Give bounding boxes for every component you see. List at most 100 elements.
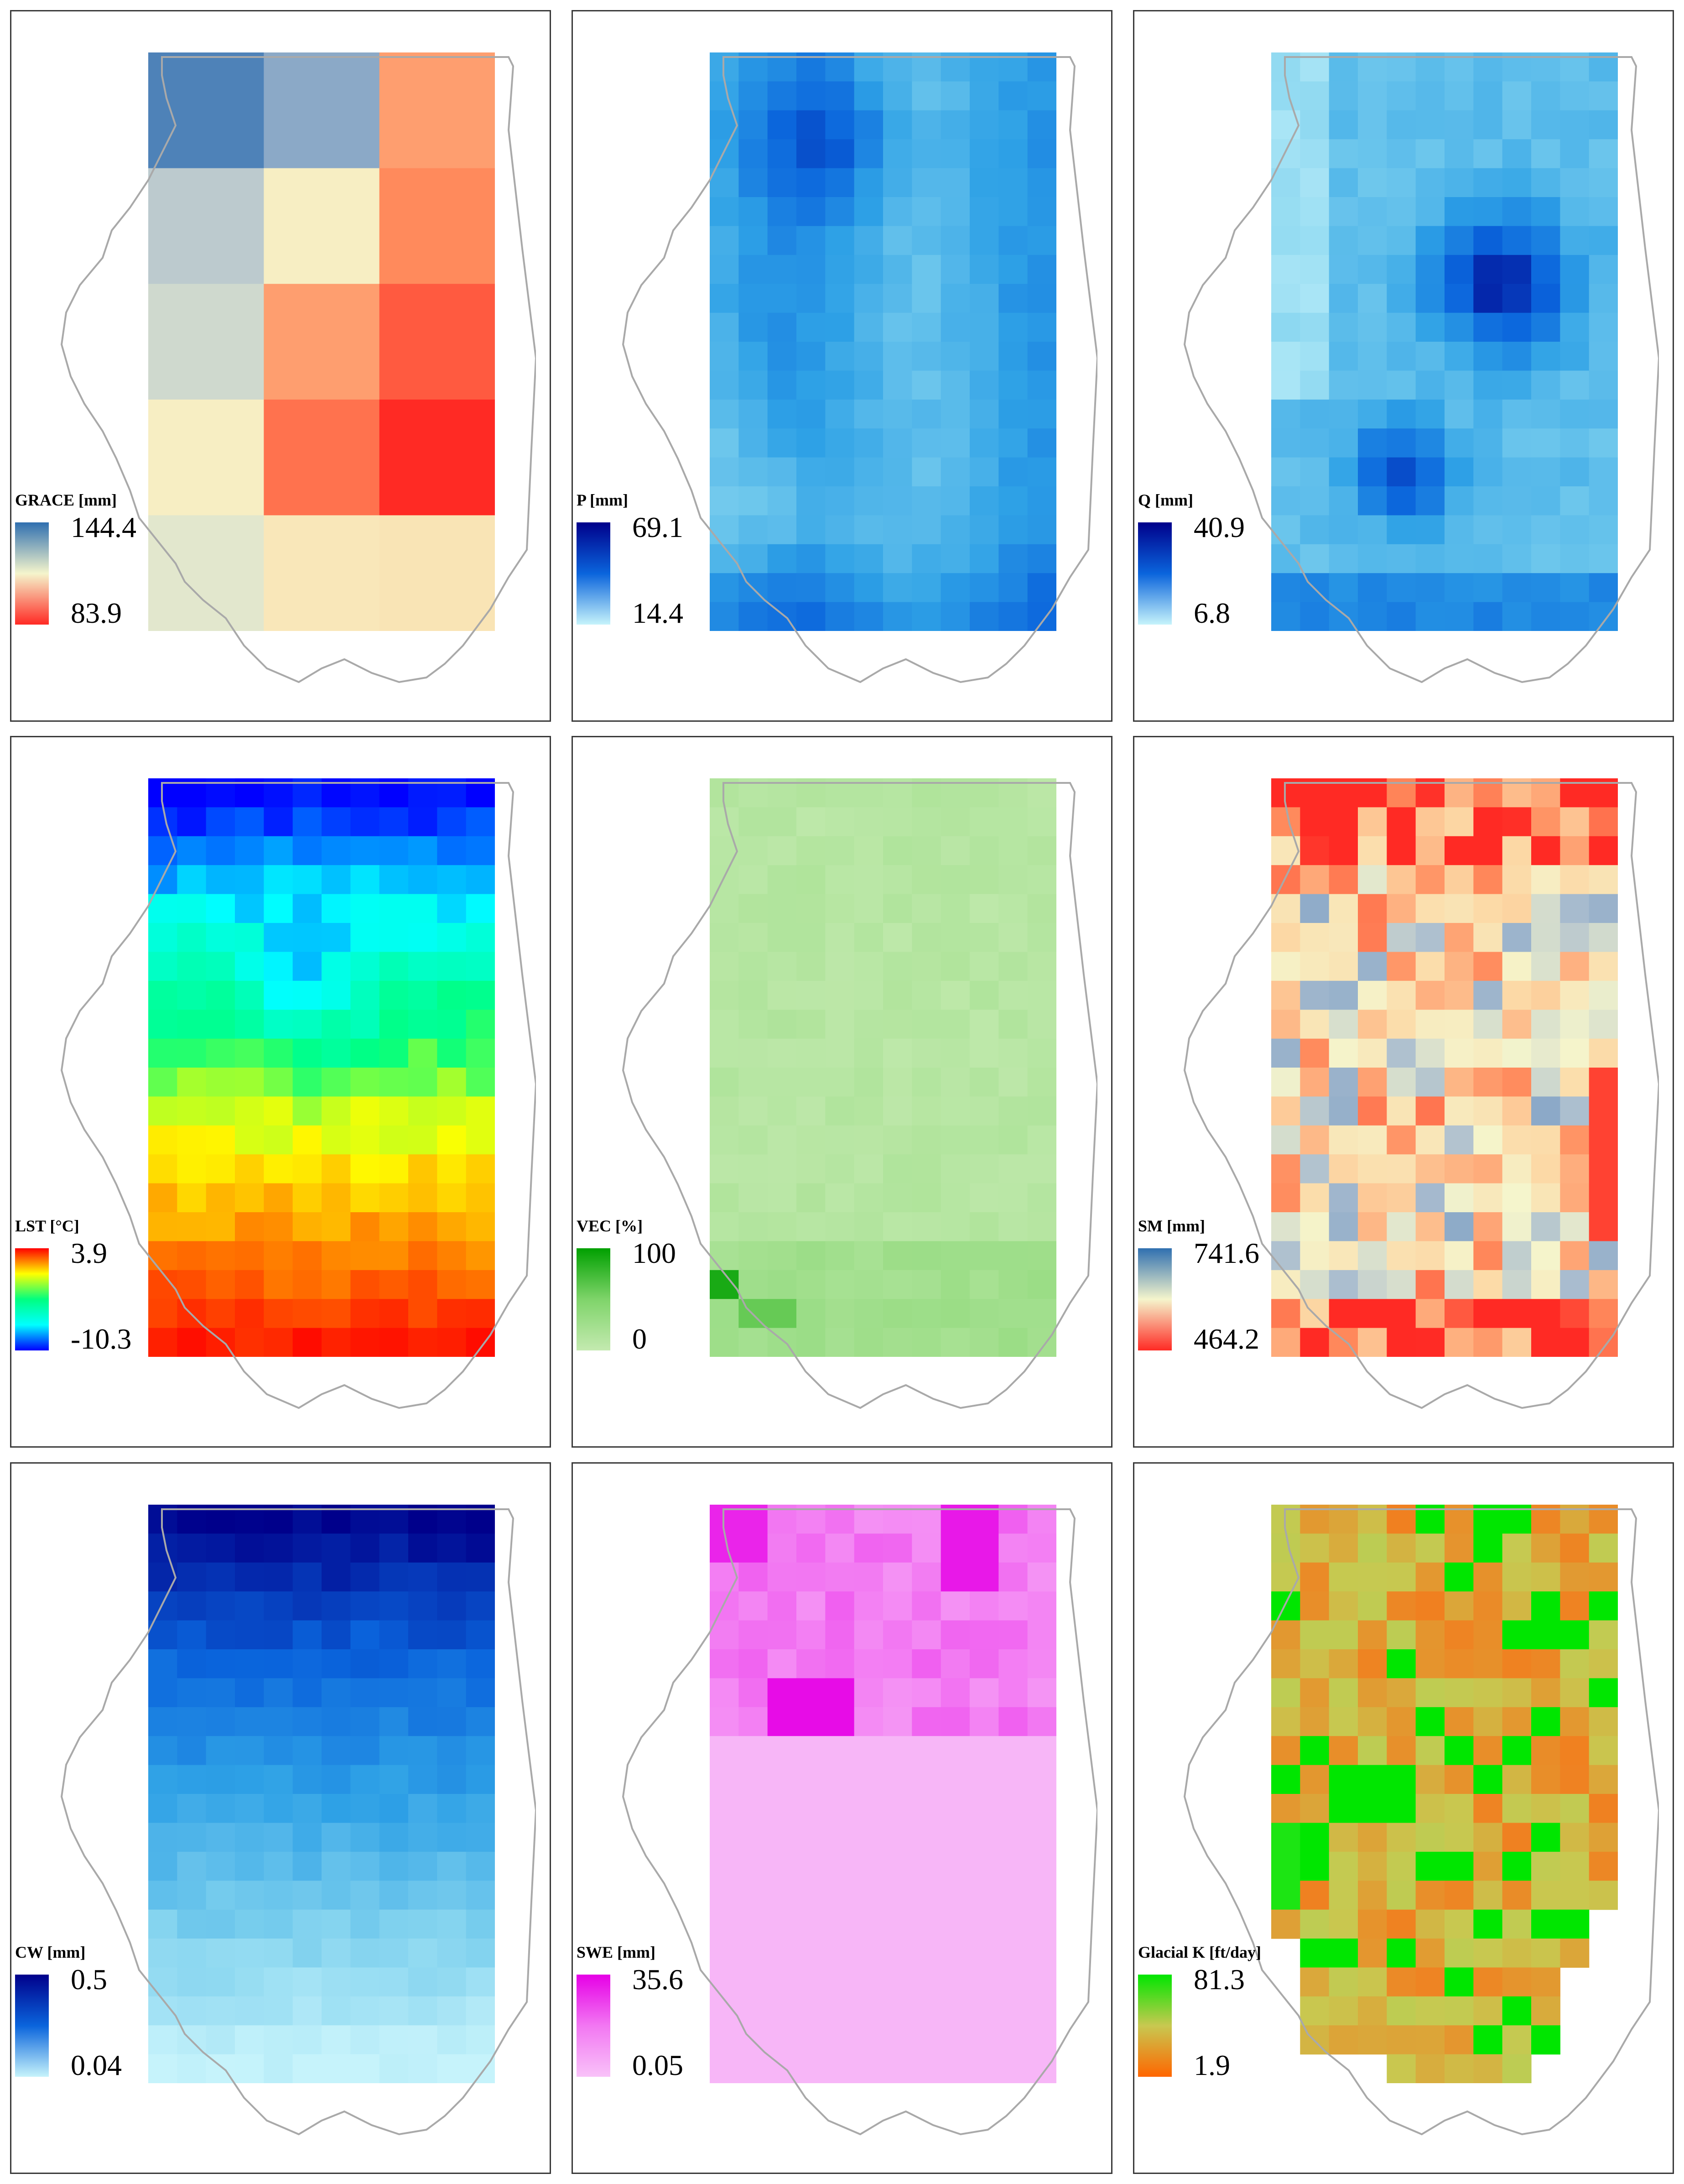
raster-cell bbox=[1271, 370, 1300, 400]
raster-cell bbox=[912, 1212, 941, 1241]
raster-cell bbox=[1300, 544, 1330, 573]
raster-cell bbox=[1589, 1765, 1618, 1794]
raster-cell bbox=[941, 1736, 970, 1766]
raster-cell bbox=[206, 1881, 235, 1910]
raster-cell bbox=[998, 1270, 1028, 1299]
raster-cell bbox=[1560, 226, 1590, 255]
raster-cell bbox=[1445, 1851, 1474, 1881]
raster-cell bbox=[825, 778, 855, 808]
raster-cell bbox=[322, 1881, 351, 1910]
raster-cell bbox=[767, 807, 797, 837]
raster-cell bbox=[825, 1562, 855, 1592]
raster-cell bbox=[883, 1533, 912, 1563]
raster-cell bbox=[350, 1620, 380, 1650]
raster-cell bbox=[883, 399, 912, 429]
raster-cell bbox=[767, 1505, 797, 1534]
raster-cell bbox=[379, 515, 495, 631]
raster-cell bbox=[264, 1649, 293, 1678]
raster-cell bbox=[912, 1881, 941, 1910]
raster-cell bbox=[738, 1505, 768, 1534]
raster-cell bbox=[854, 1299, 884, 1329]
raster-cell bbox=[825, 980, 855, 1010]
raster-cell bbox=[379, 1678, 409, 1708]
raster-cell bbox=[796, 1533, 826, 1563]
raster-cell bbox=[1300, 1736, 1330, 1766]
raster-cell bbox=[1358, 1125, 1387, 1155]
raster-cell bbox=[350, 1212, 380, 1241]
raster-cell bbox=[1415, 1996, 1445, 2026]
raster-cell bbox=[148, 1996, 177, 2026]
raster-cell bbox=[1358, 1270, 1387, 1299]
raster-cell bbox=[350, 1533, 380, 1563]
raster-cell bbox=[825, 1649, 855, 1678]
raster-cell bbox=[1502, 168, 1532, 198]
raster-cell bbox=[264, 2054, 293, 2083]
raster-cell bbox=[1387, 1183, 1416, 1213]
raster-cell bbox=[1502, 544, 1532, 573]
raster-cell bbox=[767, 1851, 797, 1881]
raster-cell bbox=[970, 2054, 999, 2083]
raster-cell bbox=[322, 2025, 351, 2055]
raster-cell bbox=[710, 1851, 739, 1881]
raster-cell bbox=[1387, 1881, 1416, 1910]
raster-cell bbox=[912, 1270, 941, 1299]
raster-cell bbox=[1473, 1794, 1503, 1823]
raster-cell bbox=[1300, 865, 1330, 895]
raster-cell bbox=[912, 168, 941, 198]
raster-cell bbox=[322, 2054, 351, 2083]
raster-cell bbox=[998, 370, 1028, 400]
raster-cell bbox=[206, 1010, 235, 1039]
raster-cell bbox=[1589, 197, 1618, 226]
raster-cell bbox=[1445, 226, 1474, 255]
raster-cell bbox=[350, 1967, 380, 1997]
raster-cell bbox=[825, 1678, 855, 1708]
raster-cell bbox=[912, 52, 941, 82]
raster-cell bbox=[1589, 284, 1618, 313]
raster-cell bbox=[1271, 457, 1300, 487]
raster-cell bbox=[738, 110, 768, 140]
raster-cell bbox=[1358, 342, 1387, 371]
raster-cell bbox=[1473, 515, 1503, 545]
raster-cell bbox=[796, 284, 826, 313]
raster-cell bbox=[1387, 81, 1416, 111]
raster-cell bbox=[1560, 1649, 1590, 1678]
raster-cell bbox=[796, 778, 826, 808]
raster-cell bbox=[941, 1010, 970, 1039]
legend-colorbar bbox=[577, 1975, 610, 2077]
raster-cell bbox=[206, 1591, 235, 1621]
raster-cell bbox=[1445, 428, 1474, 458]
raster-cell bbox=[1502, 1010, 1532, 1039]
raster-cell bbox=[854, 980, 884, 1010]
raster-cell bbox=[767, 836, 797, 865]
raster-cell bbox=[998, 865, 1028, 895]
raster-cell bbox=[264, 399, 380, 516]
raster-cell bbox=[1560, 370, 1590, 400]
raster-cell bbox=[1358, 168, 1387, 198]
raster-cell bbox=[350, 1881, 380, 1910]
raster-cell bbox=[1531, 2025, 1560, 2055]
raster-cell bbox=[1560, 1299, 1590, 1329]
raster-cell bbox=[1473, 52, 1503, 82]
raster-cell bbox=[941, 1038, 970, 1068]
raster-cell bbox=[825, 1010, 855, 1039]
raster-cell bbox=[1415, 515, 1445, 545]
raster-cell bbox=[1271, 515, 1300, 545]
raster-cell bbox=[883, 1591, 912, 1621]
raster-cell bbox=[379, 778, 409, 808]
raster-cell bbox=[1502, 865, 1532, 895]
raster-cell bbox=[1358, 1967, 1387, 1997]
raster-cell bbox=[235, 923, 264, 952]
raster-cell bbox=[1531, 1939, 1560, 1968]
raster-cell bbox=[1027, 1678, 1056, 1708]
raster-cell bbox=[235, 1212, 264, 1241]
raster-cell bbox=[379, 836, 409, 865]
raster-cell bbox=[825, 602, 855, 631]
raster-cell bbox=[1027, 807, 1056, 837]
raster-cell bbox=[322, 1678, 351, 1708]
raster-cell bbox=[998, 1183, 1028, 1213]
raster-cell bbox=[998, 2025, 1028, 2055]
raster-cell bbox=[970, 1881, 999, 1910]
raster-cell bbox=[466, 1010, 495, 1039]
raster-cell bbox=[912, 1125, 941, 1155]
raster-cell bbox=[998, 1038, 1028, 1068]
